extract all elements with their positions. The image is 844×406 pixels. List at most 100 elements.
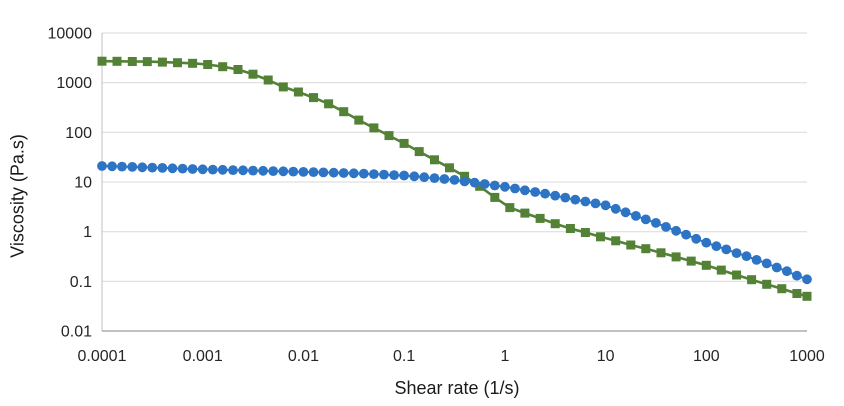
blue-circle-marker xyxy=(228,165,238,176)
y-tick-label: 0.1 xyxy=(70,274,92,291)
x-tick-label: 1 xyxy=(500,348,509,365)
blue-circle-marker xyxy=(691,233,702,244)
blue-circle-marker xyxy=(379,169,389,180)
blue-circle-marker xyxy=(640,214,651,225)
blue-circle-marker xyxy=(590,198,601,209)
blue-circle-marker xyxy=(258,165,268,176)
blue-circle-marker xyxy=(268,166,279,177)
blue-circle-marker xyxy=(771,262,782,273)
green-square-marker xyxy=(369,123,379,133)
blue-circle-marker xyxy=(358,168,369,179)
blue-circle-marker xyxy=(207,164,218,175)
blue-circle-marker xyxy=(318,167,329,178)
x-tick-label: 0.01 xyxy=(288,348,319,365)
y-axis-title: Viscosity (Pa.s) xyxy=(7,134,28,258)
green-square-marker xyxy=(173,58,182,68)
x-tick-label: 10 xyxy=(597,348,615,365)
blue-circle-marker xyxy=(731,248,742,258)
green-square-marker xyxy=(792,289,802,298)
blue-circle-marker xyxy=(711,241,722,252)
green-square-marker xyxy=(520,208,530,218)
blue-circle-marker xyxy=(761,258,772,269)
blue-circle-marker xyxy=(500,181,510,192)
blue-circle-marker xyxy=(399,170,409,181)
green-square-marker xyxy=(802,291,812,301)
blue-circle-marker xyxy=(671,225,681,236)
y-tick-labels: 10000 1000 100 10 1 0.1 0.01 xyxy=(48,26,93,341)
green-square-marker xyxy=(384,131,394,141)
blue-circle-marker xyxy=(238,165,248,176)
x-tick-label: 0.1 xyxy=(393,348,415,365)
green-square-marker xyxy=(777,284,787,294)
blue-circle-marker xyxy=(369,169,379,180)
blue-circle-marker xyxy=(419,172,430,183)
blue-circle-marker xyxy=(278,166,289,177)
green-square-marker xyxy=(747,275,757,285)
blue-circle-marker xyxy=(167,163,178,174)
blue-circle-marker xyxy=(620,207,631,218)
blue-circle-marker xyxy=(338,168,349,178)
blue-circle-marker xyxy=(560,192,571,203)
green-square-marker xyxy=(339,107,349,117)
blue-circle-marker xyxy=(449,175,460,185)
blue-circle-marker xyxy=(681,229,691,240)
green-square-marker xyxy=(535,213,545,223)
green-square-marker xyxy=(278,82,288,92)
green-square-marker xyxy=(716,265,726,275)
blue-circle-marker xyxy=(580,196,591,207)
blue-circle-marker xyxy=(782,266,792,277)
blue-circle-marker xyxy=(631,211,641,221)
blue-circle-marker xyxy=(248,165,258,176)
blue-circle-marker xyxy=(348,168,359,179)
blue-circle-marker xyxy=(197,164,208,175)
x-tick-label: 100 xyxy=(693,348,720,365)
blue-circle-marker xyxy=(217,164,228,175)
blue-circle-marker xyxy=(288,166,299,177)
green-square-marker xyxy=(686,256,696,266)
green-square-marker xyxy=(505,203,515,213)
green-square-marker xyxy=(565,224,575,233)
x-tick-label: 0.001 xyxy=(183,348,223,365)
blue-circle-marker xyxy=(127,162,138,172)
green-square-marker xyxy=(671,252,681,262)
green-square-marker xyxy=(263,75,273,85)
blue-circle-marker xyxy=(751,255,762,265)
blue-circle-marker xyxy=(550,190,561,201)
x-axis-title: Shear rate (1/s) xyxy=(394,378,520,398)
blue-circle-marker xyxy=(389,170,399,181)
blue-circle-marker xyxy=(610,203,621,214)
green-square-marker xyxy=(550,219,560,229)
blue-circle-marker xyxy=(177,163,188,174)
y-tick-label: 0.01 xyxy=(61,324,92,341)
green-square-marker xyxy=(112,56,122,66)
data-series xyxy=(97,56,812,301)
green-square-marker xyxy=(309,93,318,103)
blue-circle-marker xyxy=(802,274,812,285)
y-tick-label: 1000 xyxy=(56,75,92,92)
blue-circle-marker xyxy=(469,177,480,188)
y-tick-label: 10000 xyxy=(48,26,93,43)
blue-circle-marker xyxy=(721,244,732,255)
green-square-marker xyxy=(293,87,303,97)
blue-circle-marker xyxy=(661,222,671,232)
green-square-marker xyxy=(701,260,711,270)
green-square-marker xyxy=(354,115,364,125)
blue-circle-marker xyxy=(439,174,450,184)
green-square-marker xyxy=(611,236,621,246)
blue-circle-marker xyxy=(187,164,198,174)
blue-circle-marker xyxy=(479,179,490,189)
green-square-marker xyxy=(656,248,666,258)
blue-circle-marker xyxy=(147,162,158,173)
green-square-marker xyxy=(157,57,167,67)
green-square-marker xyxy=(490,192,500,202)
blue-circle-marker xyxy=(298,167,309,177)
green-square-marker xyxy=(399,138,409,148)
blue-circle-marker xyxy=(137,162,148,173)
blue-circle-marker xyxy=(308,167,319,178)
green-square-marker xyxy=(641,244,651,254)
blue-circle-marker xyxy=(570,194,581,205)
blue-circle-marker xyxy=(157,163,168,173)
blue-circle-marker xyxy=(97,161,107,171)
blue-circle-marker xyxy=(328,167,339,178)
